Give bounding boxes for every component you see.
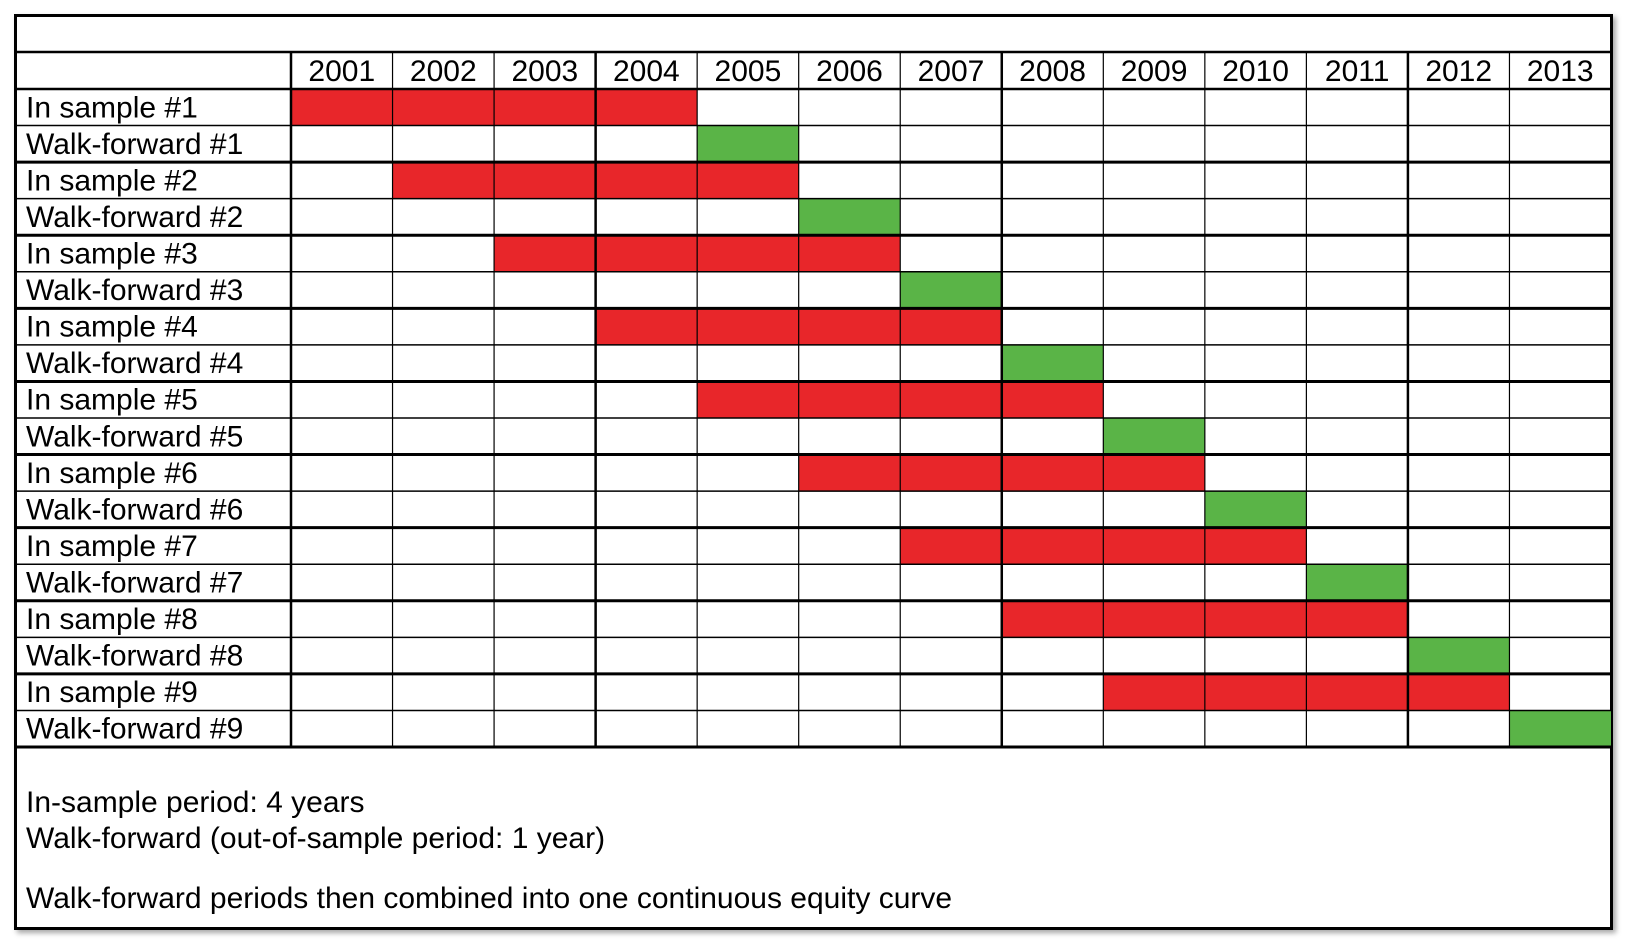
row-label-12: Walk-forward #6	[26, 493, 243, 526]
year-header-2007: 2007	[918, 55, 985, 88]
walk-forward-bar-14	[1306, 564, 1408, 601]
walk-forward-bar-4	[798, 198, 901, 236]
row-label-9: In sample #5	[26, 384, 198, 417]
year-header-2002: 2002	[410, 55, 477, 88]
year-header-2008: 2008	[1019, 55, 1086, 88]
walk-forward-bar-6	[900, 271, 1002, 309]
row-label-1: In sample #1	[26, 91, 198, 124]
year-header-2011: 2011	[1325, 55, 1390, 88]
year-header-2013: 2013	[1527, 55, 1594, 88]
note-walk-forward-period: Walk-forward (out-of-sample period: 1 ye…	[26, 822, 606, 855]
row-label-4: Walk-forward #2	[26, 201, 243, 234]
notes: In-sample period: 4 years Walk-forward (…	[26, 785, 952, 917]
walk-forward-bar-8	[1001, 344, 1104, 382]
row-label-13: In sample #7	[26, 530, 198, 563]
year-header-2012: 2012	[1425, 55, 1492, 88]
row-label-6: Walk-forward #3	[26, 274, 243, 307]
year-header-2006: 2006	[816, 55, 883, 88]
row-label-7: In sample #4	[26, 311, 198, 344]
walk-forward-bar-12	[1204, 491, 1307, 528]
row-label-11: In sample #6	[26, 457, 198, 490]
row-label-3: In sample #2	[26, 164, 198, 197]
year-header-2005: 2005	[715, 55, 782, 88]
note-in-sample-period: In-sample period: 4 years	[26, 786, 365, 819]
walk-forward-bar-10	[1103, 418, 1205, 455]
walk-forward-bar-2	[697, 125, 799, 163]
row-label-5: In sample #3	[26, 238, 198, 271]
row-label-8: Walk-forward #4	[26, 347, 243, 380]
walk-forward-bar-16	[1407, 637, 1510, 674]
walk-forward-bar-18	[1509, 710, 1611, 747]
row-label-10: Walk-forward #5	[26, 420, 243, 453]
row-label-15: In sample #8	[26, 603, 198, 636]
row-label-14: Walk-forward #7	[26, 567, 243, 600]
year-header-2004: 2004	[613, 55, 680, 88]
row-label-16: Walk-forward #8	[26, 640, 243, 673]
row-label-18: Walk-forward #9	[26, 713, 243, 746]
year-header-2010: 2010	[1222, 55, 1289, 88]
year-header-2001: 2001	[308, 55, 375, 88]
row-label-17: In sample #9	[26, 676, 198, 709]
year-header-2009: 2009	[1121, 55, 1188, 88]
note-combined-curve: Walk-forward periods then combined into …	[26, 882, 953, 915]
year-header-2003: 2003	[511, 55, 578, 88]
row-label-2: Walk-forward #1	[26, 128, 243, 161]
